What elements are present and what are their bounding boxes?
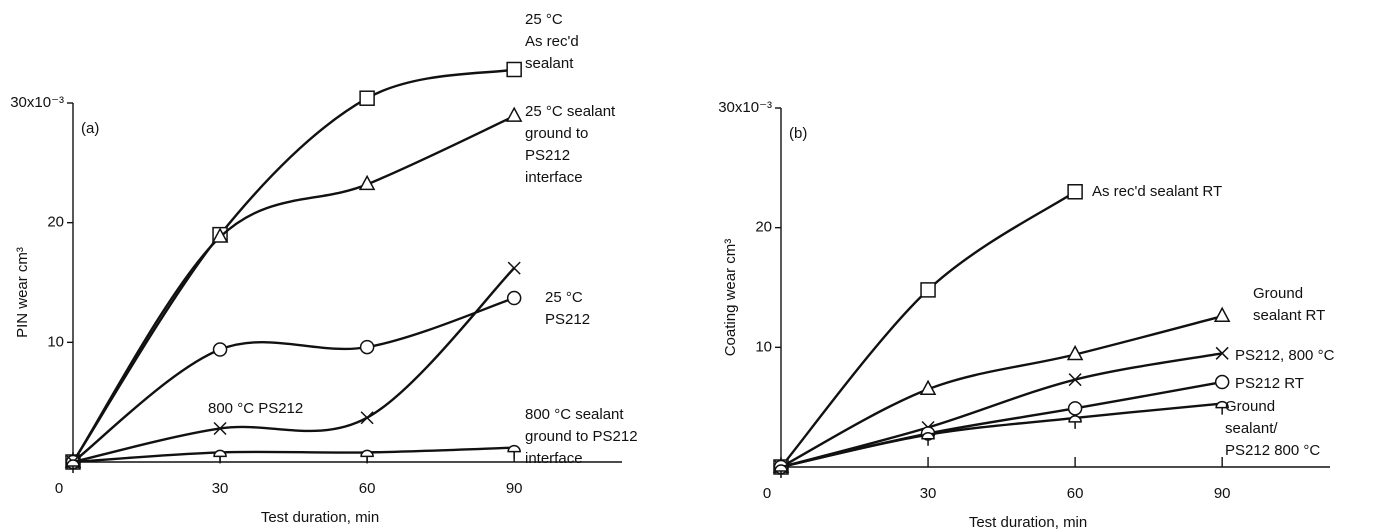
marker (359, 339, 375, 355)
y-tick-label: 10 (755, 338, 772, 355)
y-tick-label: 10 (47, 333, 64, 350)
marker (358, 174, 376, 191)
series-label: PS212 800 °C (1225, 442, 1320, 459)
x-tick-label: 30 (212, 480, 229, 497)
x-tick-label: 90 (1214, 485, 1231, 502)
series-label: 25 °C sealant (525, 103, 616, 120)
series-label: PS212 (525, 147, 570, 164)
x-axis-label: Test duration, min (969, 514, 1087, 531)
marker (920, 282, 936, 298)
y-tick-label: 20 (47, 214, 64, 231)
y-tick-label: 30x10⁻³ (718, 99, 772, 116)
series-curve (71, 68, 515, 463)
marker (507, 444, 521, 459)
marker (360, 411, 374, 425)
series-label: As rec'd sealant RT (1092, 183, 1222, 200)
series-curve (72, 446, 515, 464)
series-label: ground to (525, 125, 588, 142)
marker (921, 431, 935, 446)
x-tick-label: 60 (1067, 485, 1084, 502)
marker (506, 290, 522, 306)
y-axis-label: Coating wear cm³ (722, 239, 739, 357)
x-axis-label: Test duration, min (261, 509, 379, 526)
series-label: ground to PS212 (525, 428, 638, 445)
marker (212, 342, 228, 357)
x-tick-label: 60 (359, 480, 376, 497)
marker (1215, 400, 1229, 415)
marker (1067, 184, 1083, 200)
series-curve (71, 115, 515, 463)
marker (1068, 415, 1082, 429)
series-label: 800 °C sealant (525, 406, 624, 423)
series-label: 800 °C PS212 (208, 400, 303, 417)
marker (213, 449, 227, 464)
series-curve (780, 315, 1223, 469)
panel-label: (b) (789, 125, 807, 142)
marker (359, 90, 375, 106)
series-label: PS212 (545, 311, 590, 328)
series-label: PS212, 800 °C (1235, 347, 1335, 364)
series-label: sealant RT (1253, 307, 1325, 324)
marker (66, 459, 80, 473)
marker (1068, 373, 1082, 387)
marker (211, 227, 229, 243)
series-label: Ground (1253, 285, 1303, 302)
series-label: As rec'd (525, 33, 579, 50)
panel-label: (a) (81, 120, 99, 137)
series-curve (72, 296, 515, 463)
marker (213, 421, 227, 436)
marker (1215, 346, 1229, 360)
marker (774, 464, 788, 478)
series-label: sealant/ (1225, 420, 1278, 437)
series-label: Ground (1225, 398, 1275, 415)
series-curve (780, 190, 1076, 468)
series-curve (780, 352, 1223, 469)
series-label: 25 °C (525, 11, 563, 28)
marker (919, 379, 937, 395)
series-curve (72, 267, 516, 464)
marker (1214, 374, 1230, 390)
y-axis-label: PIN wear cm³ (14, 247, 31, 338)
marker (1213, 306, 1231, 322)
series-label: 25 °C (545, 289, 583, 306)
marker (1067, 401, 1083, 416)
marker (505, 106, 523, 122)
marker (360, 449, 374, 464)
series-label: interface (525, 169, 583, 186)
x-tick-label: 30 (920, 485, 937, 502)
y-tick-label: 20 (755, 219, 772, 236)
marker (1066, 344, 1084, 361)
series-curve (780, 402, 1223, 469)
series-label: PS212 RT (1235, 375, 1304, 392)
x-tick-label: 90 (506, 480, 523, 497)
series-label: sealant (525, 55, 574, 72)
series-label: interface (525, 450, 583, 467)
marker (507, 261, 521, 275)
x-tick-label: 0 (763, 485, 771, 502)
y-tick-label: 30x10⁻³ (10, 94, 64, 111)
x-tick-label: 0 (55, 480, 63, 497)
marker (506, 61, 522, 78)
